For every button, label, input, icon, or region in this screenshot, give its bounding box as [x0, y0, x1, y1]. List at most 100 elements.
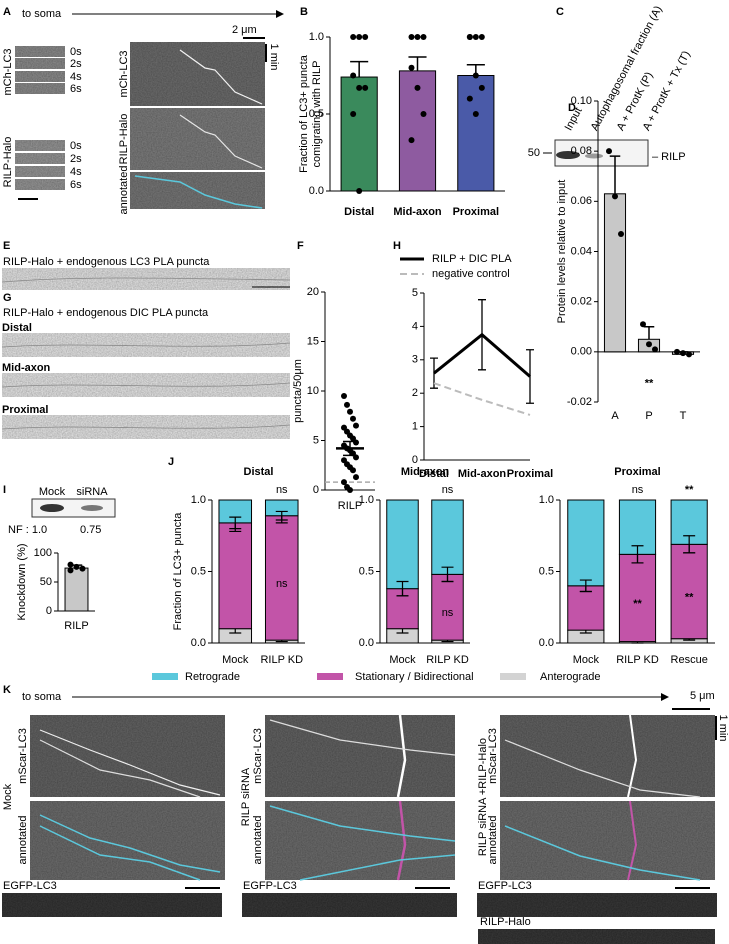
trace	[269, 805, 456, 842]
label: 4s	[70, 166, 82, 178]
x-tick-label: Distal	[344, 206, 374, 218]
data-point	[350, 111, 357, 117]
error-bar	[408, 56, 427, 71]
data-point	[67, 567, 74, 574]
trace	[179, 49, 263, 105]
y-tick-label: 2	[412, 387, 418, 399]
y-tick-label: 5	[313, 434, 319, 446]
data-point	[341, 392, 347, 399]
label: NF : 1.0	[8, 524, 47, 536]
label: 1 min	[717, 715, 729, 742]
label: mScar-LC3	[252, 728, 264, 784]
data-point	[466, 34, 473, 40]
y-tick-label: 0.00	[571, 346, 592, 358]
data-point	[408, 34, 415, 40]
y-tick-label: 0.10	[571, 95, 592, 107]
trace	[627, 714, 638, 798]
y-tick-label: 3	[412, 354, 418, 366]
label: EGFP-LC3	[478, 880, 532, 892]
data-point	[420, 111, 427, 117]
error-bar	[350, 60, 369, 78]
x-tick-label: RILP KD	[616, 654, 659, 666]
error-bar	[643, 326, 655, 340]
label: to soma	[22, 8, 62, 20]
blot-band	[40, 504, 64, 512]
bar-segment	[670, 543, 708, 640]
trace	[269, 719, 456, 756]
y-tick-label: 15	[307, 335, 319, 347]
y-tick-label: 5	[412, 287, 418, 299]
y-tick-label: 0.5	[191, 565, 206, 577]
label: RILP siRNA +RILP-Halo	[477, 738, 489, 856]
chart-title: Distal	[244, 466, 274, 478]
label: 2s	[70, 153, 82, 165]
micrograph	[265, 715, 455, 797]
data-point	[362, 84, 369, 91]
x-tick-label: Distal	[419, 468, 449, 480]
trace	[39, 825, 201, 881]
legend-label: RILP + DIC PLA	[432, 253, 512, 265]
legend-swatch	[500, 673, 526, 680]
data-point	[414, 84, 421, 91]
legend-swatch	[317, 673, 343, 680]
panel-letter: F	[297, 240, 304, 252]
chart-title: Proximal	[614, 466, 660, 478]
label: 2 μm	[232, 24, 257, 36]
legend-label: Retrograde	[185, 671, 240, 683]
label: – RILP	[652, 151, 686, 163]
label: annotated	[252, 816, 264, 865]
data-point	[356, 188, 363, 194]
bar-segment	[567, 499, 605, 587]
significance: **	[645, 378, 654, 390]
label: mScar-LC3	[17, 728, 29, 784]
legend-label: Stationary / Bidirectional	[355, 671, 474, 683]
micrograph	[15, 71, 65, 82]
y-axis-label: comigrating with RILP	[311, 61, 323, 168]
trace	[504, 825, 701, 881]
y-tick-label: 0.0	[309, 185, 324, 197]
trace	[299, 854, 456, 881]
trace	[179, 114, 263, 169]
trace	[504, 739, 701, 798]
trace	[1, 382, 291, 388]
data-point	[341, 479, 347, 486]
significance: ns	[276, 484, 288, 496]
y-tick-label: 0.08	[571, 145, 592, 157]
y-tick-label: 4	[412, 320, 418, 332]
label: RILP-Halo + endogenous DIC PLA puncta	[3, 307, 209, 319]
error-bar	[229, 516, 242, 530]
micrograph	[15, 46, 65, 57]
trace	[39, 729, 221, 796]
panel-letter: G	[3, 292, 12, 304]
bar	[340, 76, 378, 192]
y-tick-label: 10	[307, 385, 319, 397]
x-tick-label: P	[645, 410, 652, 422]
x-tick-label: RILP KD	[426, 654, 469, 666]
x-tick-label: Mock	[222, 654, 249, 666]
x-tick-label: RILP KD	[260, 654, 303, 666]
y-tick-label: 0	[313, 484, 319, 496]
trace	[134, 175, 263, 209]
micrograph	[2, 268, 290, 290]
trace	[396, 714, 407, 798]
bar-segment	[386, 499, 419, 590]
error-bar	[631, 545, 644, 564]
panel-letter: B	[300, 6, 308, 18]
label: EGFP-LC3	[243, 880, 297, 892]
label: EGFP-LC3	[3, 880, 57, 892]
label: 50	[528, 147, 540, 159]
y-axis-label: puncta/50μm	[292, 359, 304, 423]
legend-label: negative control	[432, 268, 510, 280]
label: to soma	[22, 691, 62, 703]
line-series	[433, 382, 531, 416]
chart-title: Mid-axon	[401, 466, 450, 478]
data-point	[408, 64, 415, 71]
label: 2s	[70, 58, 82, 70]
panel-letter: J	[168, 456, 174, 468]
trace	[39, 739, 201, 798]
data-point	[353, 474, 359, 481]
y-axis-label: Knockdown (%)	[16, 543, 28, 620]
label: 5 μm	[690, 690, 715, 702]
significance: ns	[442, 484, 454, 496]
